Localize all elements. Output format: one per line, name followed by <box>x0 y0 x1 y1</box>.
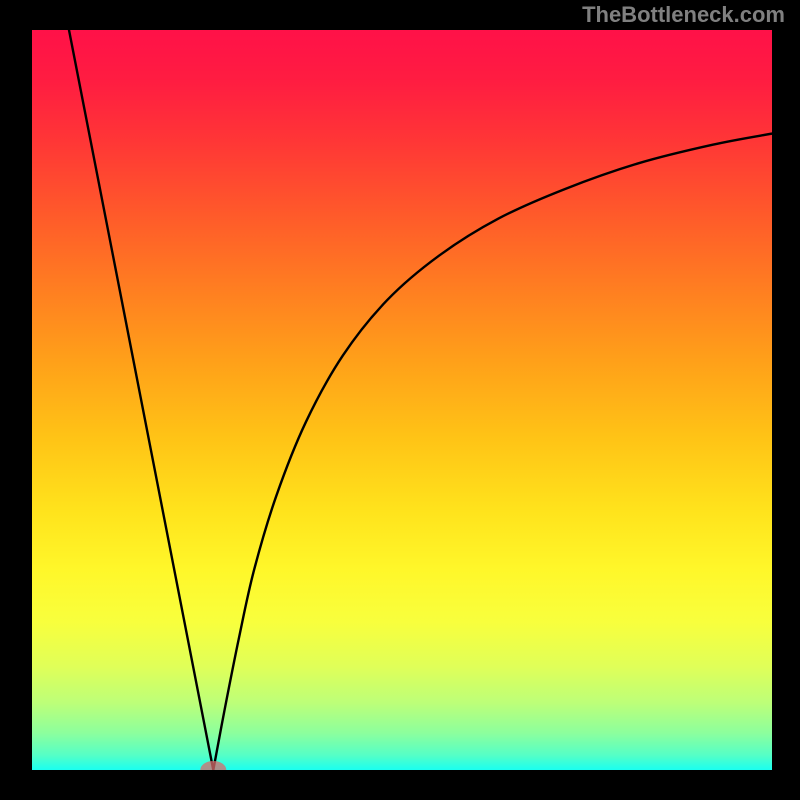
watermark-text: TheBottleneck.com <box>582 2 785 28</box>
plot-area <box>32 30 772 770</box>
bottleneck-curve <box>69 30 772 770</box>
minimum-marker <box>200 761 226 770</box>
chart-stage: TheBottleneck.com <box>0 0 800 800</box>
curve-layer <box>32 30 772 770</box>
